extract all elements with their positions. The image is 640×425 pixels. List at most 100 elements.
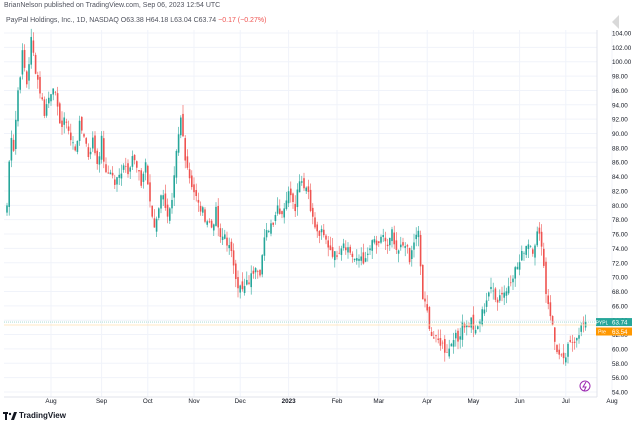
candle [199, 201, 202, 216]
candle-body [235, 263, 237, 279]
candle [250, 265, 252, 295]
tradingview-wordmark[interactable]: TradingView [19, 411, 66, 420]
candle-body [523, 252, 525, 254]
candle-body [78, 120, 81, 141]
candle [426, 295, 428, 313]
candle [523, 251, 525, 261]
candle-body [219, 228, 222, 237]
candle [534, 243, 536, 266]
candle [6, 202, 8, 216]
candle-body [287, 191, 290, 204]
candle [114, 174, 116, 190]
candle-body [177, 134, 180, 153]
candle [285, 191, 288, 211]
candle [437, 329, 439, 344]
candle-body [554, 327, 556, 342]
candle-body [28, 64, 30, 81]
candle [54, 91, 57, 96]
candle [290, 181, 292, 203]
candle [122, 163, 125, 173]
candle [547, 288, 549, 310]
candle-body [193, 184, 195, 193]
candle-body [285, 200, 288, 210]
candle [217, 198, 219, 237]
candle-body [129, 167, 131, 172]
symbol-header: PayPal Holdings, Inc., 1D, NASDAQ O63.38… [6, 17, 266, 24]
candle [358, 254, 360, 268]
price-labels: PYPL 63.74 Pre 63.54 [4, 318, 632, 336]
candle-body [257, 271, 259, 272]
candle-body [268, 230, 270, 232]
candle-body [158, 208, 160, 218]
candle [248, 275, 250, 286]
candle-body [329, 245, 332, 251]
candle-body [8, 161, 10, 207]
candle [61, 111, 63, 135]
candle [329, 236, 332, 251]
candle-body [39, 76, 41, 94]
y-tick-label: 54.00 [612, 390, 628, 397]
candle-body [573, 341, 576, 343]
candle [408, 247, 411, 265]
candle-body [516, 266, 519, 270]
candle-body [525, 245, 527, 255]
candle [138, 169, 140, 181]
candle-body [360, 256, 362, 261]
price-tag-text: PYPL [596, 320, 609, 326]
candle-body [153, 218, 156, 228]
candle [67, 120, 70, 135]
candle [279, 199, 281, 215]
candle-body [452, 340, 455, 347]
candle [180, 115, 182, 139]
candle [580, 322, 582, 337]
candle [340, 245, 343, 261]
candle-body [298, 181, 301, 193]
candle [521, 245, 523, 261]
candle-body [188, 169, 191, 179]
candle-body [191, 175, 193, 188]
candle-body [41, 97, 43, 100]
candle-body [301, 181, 303, 183]
candle [252, 266, 255, 279]
candle [345, 240, 347, 255]
price-label-pypl: PYPL 63.74 [596, 318, 632, 326]
tradingview-logo-icon[interactable] [3, 412, 17, 421]
candle [72, 135, 74, 150]
candle [281, 210, 283, 219]
candle [441, 340, 444, 349]
y-tick-label: 94.00 [612, 102, 628, 109]
candle-body [334, 251, 336, 261]
candle [325, 234, 327, 245]
candle-body [380, 236, 382, 243]
x-tick-label: Jun [515, 398, 526, 405]
candle [378, 241, 380, 247]
candle-body [96, 150, 98, 164]
candle-body [578, 335, 580, 339]
candle-body [556, 345, 558, 353]
candle [371, 239, 373, 259]
candle-body [166, 204, 169, 217]
candle-body [107, 172, 109, 174]
candle-body [169, 208, 171, 221]
candle [389, 237, 391, 251]
candle-body [76, 140, 79, 152]
candle-body [10, 137, 13, 161]
candle [206, 219, 208, 228]
candle [404, 242, 406, 257]
symbol-line[interactable]: PayPal Holdings, Inc., 1D, NASDAQ [6, 17, 119, 24]
candle-body [408, 247, 411, 263]
y-tick-label: 74.00 [612, 246, 628, 253]
candle-body [406, 245, 409, 247]
candle [391, 226, 393, 248]
candle [239, 284, 241, 299]
candle [411, 245, 413, 267]
candle-body [490, 286, 492, 290]
candle [276, 197, 279, 216]
candle [578, 327, 580, 344]
candle [283, 203, 285, 224]
candle-body [171, 199, 173, 209]
chart-grid [4, 30, 613, 397]
candle-body [494, 288, 497, 300]
y-tick-label: 56.00 [612, 375, 628, 382]
